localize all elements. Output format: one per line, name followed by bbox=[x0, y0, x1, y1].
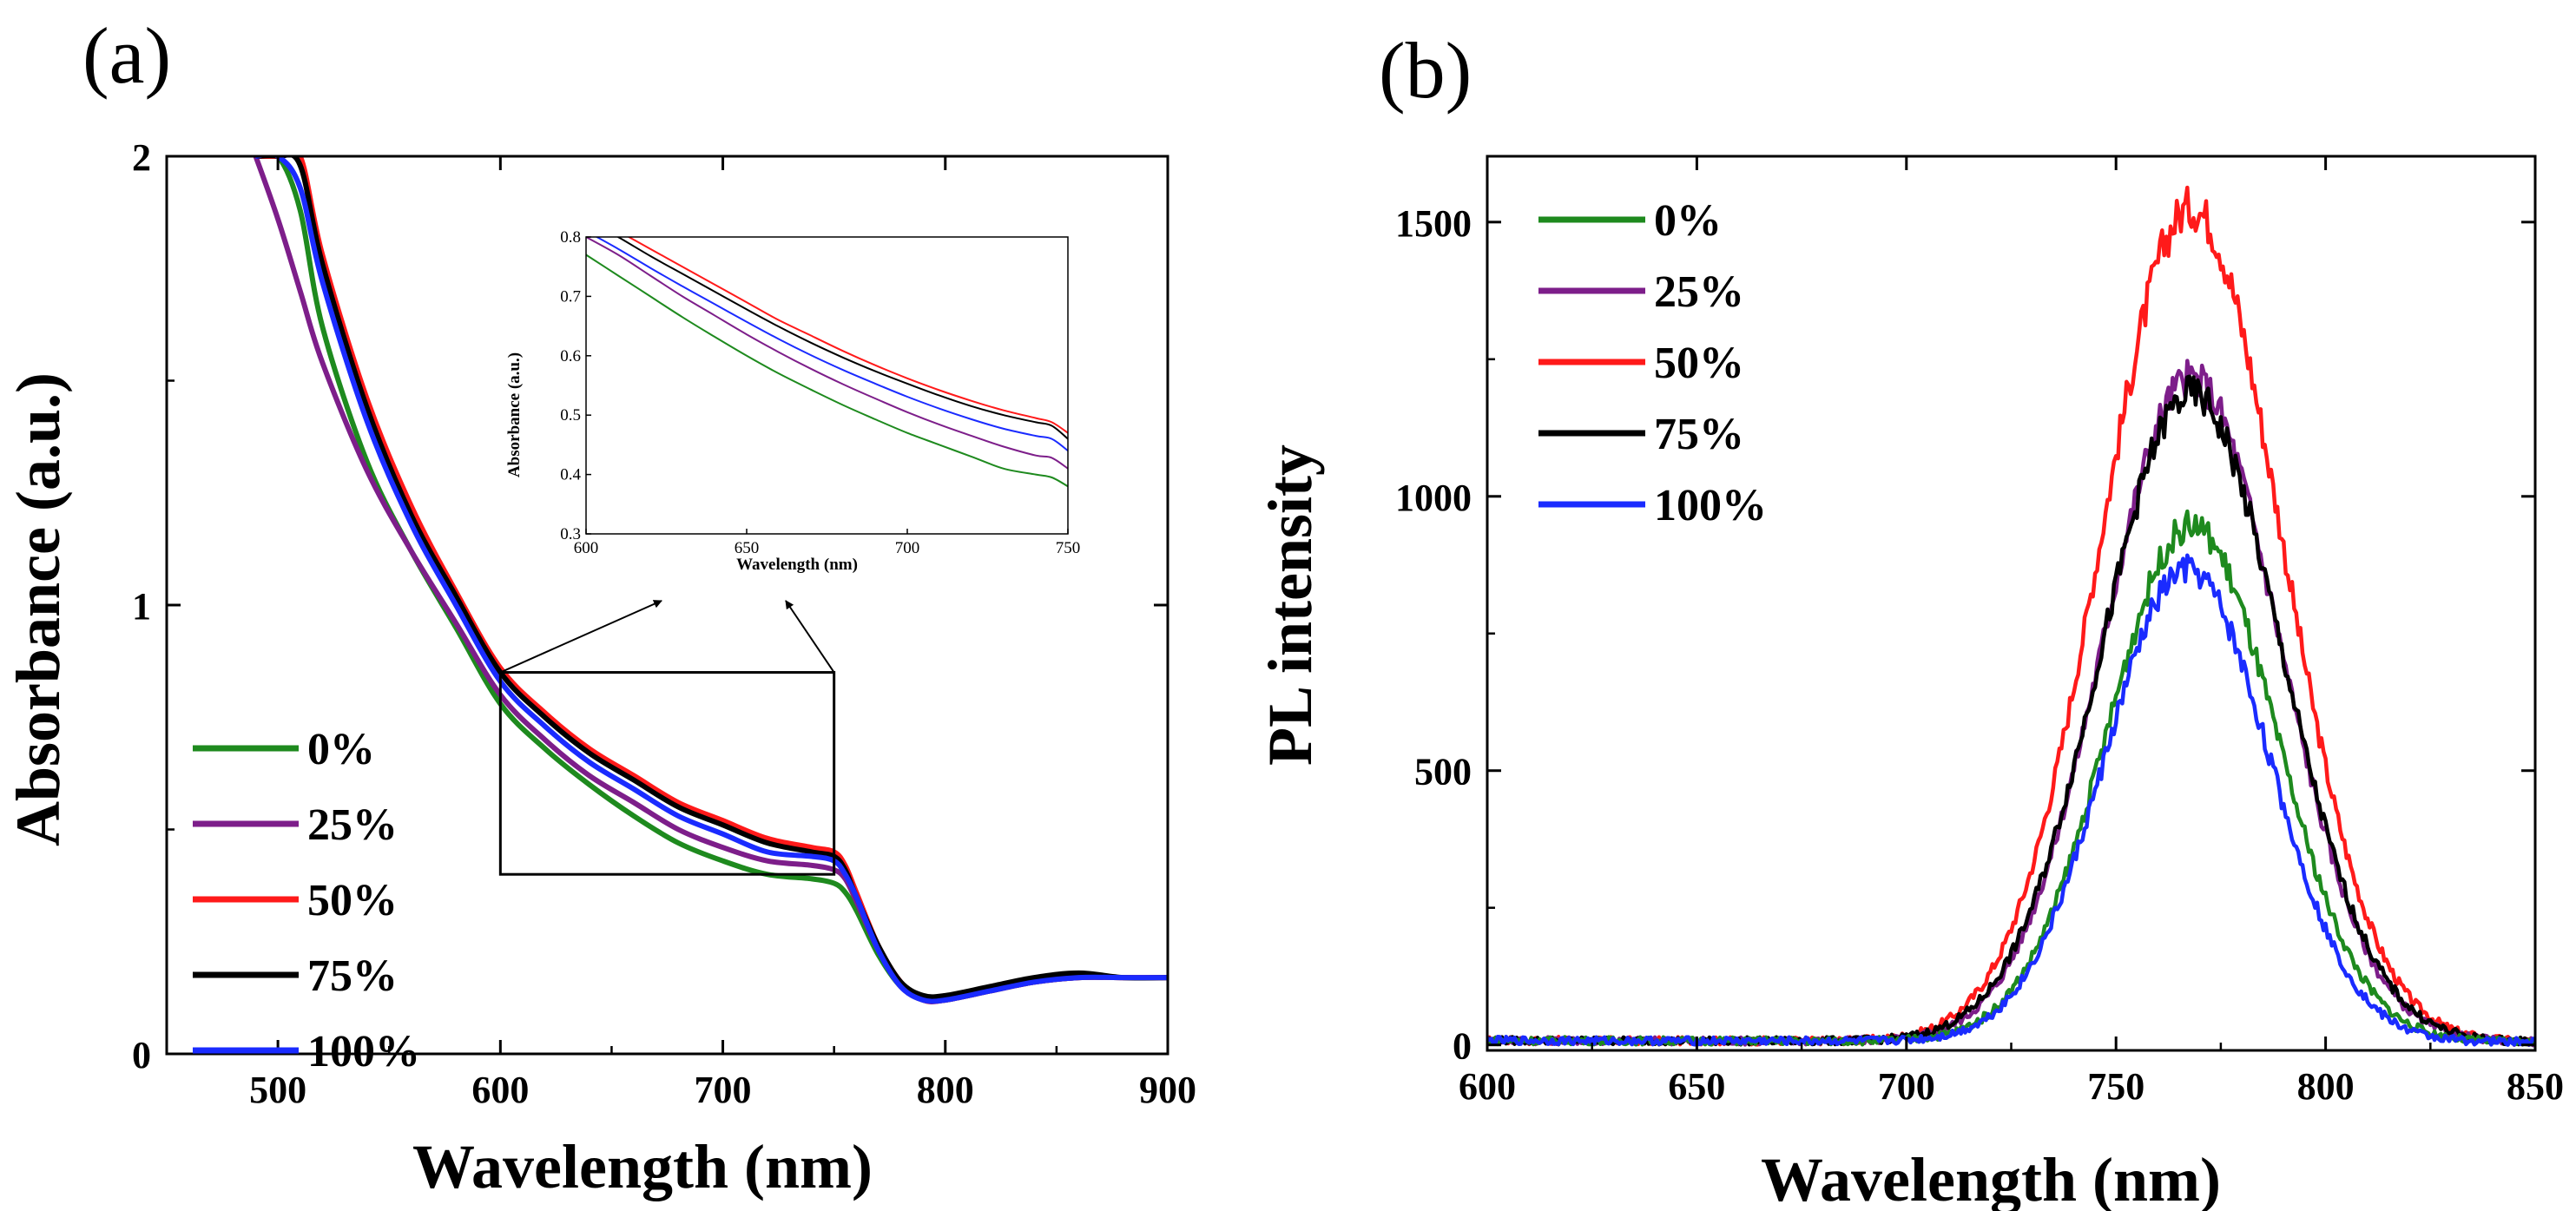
panel-a-chart: 500 600 700 800 900 0 1 2 0% 25% 50% 75% 100% bbox=[132, 136, 1196, 1111]
panel-b-x-tick-label: 650 bbox=[1668, 1065, 1725, 1108]
inset-x-tick-label: 750 bbox=[1056, 539, 1081, 557]
panel-b-y-tick-label: 500 bbox=[1414, 751, 1472, 793]
panel-b-legend-label-75pct: 75% bbox=[1654, 410, 1744, 459]
panel-a-x-tick-label: 500 bbox=[249, 1069, 306, 1111]
panel-a-series-100pct bbox=[255, 156, 1168, 1004]
panel-a-legend-label-50pct: 50% bbox=[307, 876, 398, 925]
panel-b-x-axis-label: Wavelength (nm) bbox=[1761, 1145, 2221, 1211]
inset-y-tick-label: 0.7 bbox=[560, 287, 581, 306]
panel-b-legend-label-0pct: 0% bbox=[1654, 196, 1722, 246]
panel-b-y-tick-label: 1000 bbox=[1395, 477, 1472, 519]
panel-a-x-axis-label: Wavelength (nm) bbox=[412, 1132, 873, 1201]
inset-frame bbox=[585, 236, 1069, 535]
panel-b-y-axis-label: PL intensity bbox=[1255, 444, 1325, 766]
inset-x-tick-label: 700 bbox=[895, 539, 920, 557]
panel-a-x-tick-label: 900 bbox=[1139, 1069, 1196, 1111]
panel-b-letter: (b) bbox=[1379, 26, 1472, 115]
panel-b-x-tick-label: 700 bbox=[1878, 1065, 1935, 1108]
panel-a-legend-label-0pct: 0% bbox=[307, 725, 375, 774]
panel-a-x-tick-label: 600 bbox=[471, 1069, 529, 1111]
inset-lines bbox=[586, 237, 1068, 488]
panel-b-legend-label-25pct: 25% bbox=[1654, 267, 1744, 317]
panel-b-legend-label-100pct: 100% bbox=[1654, 481, 1767, 530]
panel-a-x-tick-label: 700 bbox=[695, 1069, 752, 1111]
inset-series-25pct bbox=[586, 237, 1068, 470]
panel-a-legend-label-75pct: 75% bbox=[307, 951, 398, 1001]
panel-b-series-50pct bbox=[1487, 185, 2535, 1047]
zoom-box bbox=[498, 671, 836, 876]
inset-y-tick-label: 0.8 bbox=[560, 228, 581, 247]
inset-x-axis-label: Wavelength (nm) bbox=[736, 556, 858, 574]
panel-a-series-75pct bbox=[255, 156, 1168, 1000]
panel-a-y-tick-label: 1 bbox=[132, 585, 151, 628]
panel-a-legend-label-100pct: 100% bbox=[307, 1027, 420, 1076]
panel-b-y-tick-label: 1500 bbox=[1395, 202, 1472, 245]
inset-y-tick-label: 0.5 bbox=[560, 406, 581, 425]
inset-y-axis-label: Absorbance (a.u.) bbox=[505, 352, 524, 477]
panel-a-inset: 600 650 700 750 0.3 0.4 0.5 0.6 0.7 0.8 bbox=[560, 228, 1081, 557]
panel-a-x-tick-label: 800 bbox=[917, 1069, 974, 1111]
zoom-arrow-right bbox=[785, 600, 835, 674]
inset-series-50pct bbox=[627, 237, 1068, 434]
panel-a-y-tick-label: 0 bbox=[132, 1034, 151, 1076]
panel-b-lines bbox=[1487, 185, 2535, 1048]
panel-b-legend-label-50pct: 50% bbox=[1654, 339, 1744, 388]
inset-x-tick-label: 600 bbox=[574, 539, 599, 557]
panel-a-y-axis-label: Absorbance (a.u.) bbox=[3, 372, 73, 846]
inset-series-100pct bbox=[595, 237, 1068, 452]
panel-b-y-tick-label: 0 bbox=[1453, 1025, 1472, 1068]
panel-a-y-tick-label: 2 bbox=[132, 136, 151, 179]
inset-series-0pct bbox=[586, 253, 1068, 488]
panel-a-legend-label-25pct: 25% bbox=[307, 800, 398, 850]
panel-b-x-tick-label: 600 bbox=[1459, 1065, 1516, 1108]
panel-b-series-100pct bbox=[1487, 553, 2535, 1047]
panel-a-letter: (a) bbox=[82, 11, 171, 100]
panel-b-x-tick-label: 800 bbox=[2297, 1065, 2355, 1108]
panel-b-x-tick-label: 850 bbox=[2507, 1065, 2564, 1108]
inset-x-tick-label: 650 bbox=[735, 539, 760, 557]
panel-a-lines bbox=[253, 156, 1168, 1004]
inset-y-tick-label: 0.3 bbox=[560, 525, 581, 543]
panel-b-x-tick-label: 750 bbox=[2087, 1065, 2144, 1108]
inset-y-tick-label: 0.6 bbox=[560, 347, 581, 365]
zoom-arrow-left bbox=[499, 600, 662, 674]
inset-series-75pct bbox=[616, 237, 1068, 440]
panel-b-chart: 600 650 700 750 800 850 0 500 1000 1500 0% 25% 50% 75… bbox=[1395, 155, 2564, 1108]
inset-y-tick-label: 0.4 bbox=[560, 466, 581, 484]
